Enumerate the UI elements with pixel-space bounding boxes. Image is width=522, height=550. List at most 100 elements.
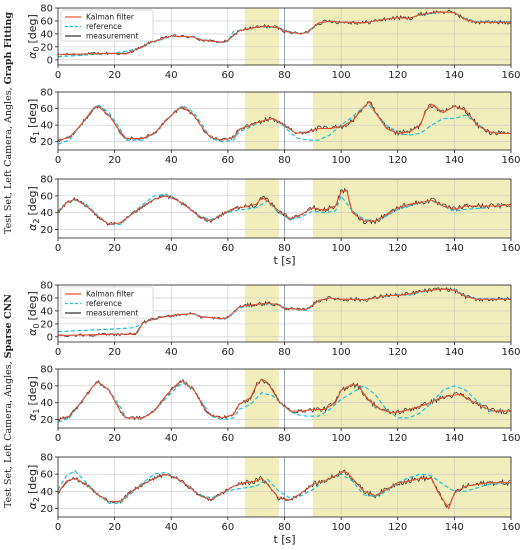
x-tick-label: 20: [108, 433, 121, 444]
y-tick-label: 80: [40, 453, 53, 464]
y-tick-label: 0: [47, 332, 53, 343]
x-tick-label: 60: [222, 347, 235, 358]
x-tick-label: 140: [445, 70, 464, 81]
x-tick-label: 160: [501, 433, 520, 444]
x-axis-label: t [s]: [273, 254, 295, 267]
x-tick-label: 140: [445, 347, 464, 358]
y-axis-symbol: α: [26, 413, 39, 421]
series-kalman-filter: [57, 471, 511, 510]
y-tick-label: 20: [40, 504, 53, 515]
y-axis-unit: [deg]: [26, 186, 39, 215]
y-axis-label: α1 [deg]: [26, 99, 41, 144]
x-tick-label: 160: [501, 155, 520, 166]
series-reference: [57, 11, 511, 58]
x-tick-label: 120: [388, 433, 407, 444]
legend-label: measurement: [86, 32, 138, 41]
y-tick-label: 20: [40, 42, 53, 53]
y-axis-symbol: α: [26, 51, 39, 59]
x-tick-label: 120: [388, 522, 407, 533]
legend-label: reference: [86, 299, 122, 308]
y-tick-label: 80: [40, 281, 53, 292]
x-axis-label: t [s]: [273, 533, 295, 546]
x-tick-label: 20: [108, 243, 121, 254]
group-label-prefix: Test Set, Left Camera, Angles,: [3, 358, 14, 508]
legend-label: measurement: [86, 309, 138, 318]
side-labels: Test Set, Left Camera, Angles, Graph Fit…: [3, 12, 14, 508]
legend-label: Kalman filter: [86, 290, 135, 299]
series-reference: [57, 193, 489, 226]
legend-box: [60, 286, 154, 319]
y-tick-label: 80: [40, 365, 53, 376]
y-tick-label: 40: [40, 306, 53, 317]
group-label-method: Graph Fitting: [3, 12, 14, 85]
x-tick-label: 20: [108, 522, 121, 533]
y-tick-label: 20: [40, 225, 53, 236]
y-axis-symbol: α: [26, 501, 39, 509]
y-axis-unit: [deg]: [26, 14, 39, 43]
series-reference: [57, 469, 512, 504]
x-tick-label: 40: [165, 347, 178, 358]
y-tick-label: 40: [40, 208, 53, 219]
series-kalman-filter: [57, 378, 511, 421]
x-tick-label: 60: [222, 522, 235, 533]
x-tick-label: 0: [55, 155, 61, 166]
x-tick-label: 0: [55, 347, 61, 358]
y-tick-label: 40: [40, 29, 53, 40]
series-kalman-filter: [57, 190, 512, 226]
x-tick-label: 80: [278, 347, 291, 358]
x-tick-label: 160: [501, 243, 520, 254]
series-kalman-filter: [57, 101, 511, 141]
legend-box: [60, 9, 154, 42]
group-label-1: Test Set, Left Camera, Angles, Graph Fit…: [3, 12, 14, 234]
y-tick-label: 80: [40, 175, 53, 186]
y-tick-label: 40: [40, 487, 53, 498]
x-tick-label: 20: [108, 70, 121, 81]
y-axis-unit: [deg]: [26, 291, 39, 320]
y-tick-label: 60: [40, 293, 53, 304]
x-tick-label: 140: [445, 243, 464, 254]
x-tick-label: 80: [278, 522, 291, 533]
x-tick-label: 60: [222, 155, 235, 166]
y-axis-subscript: 2: [32, 218, 41, 223]
x-tick-label: 160: [501, 70, 520, 81]
x-tick-label: 120: [388, 70, 407, 81]
x-tick-label: 60: [222, 243, 235, 254]
x-tick-label: 140: [445, 522, 464, 533]
legend-label: reference: [86, 22, 122, 31]
x-tick-label: 80: [278, 155, 291, 166]
x-tick-label: 100: [332, 522, 351, 533]
x-tick-label: 140: [445, 433, 464, 444]
group-label-method: Sparse CNN: [3, 294, 14, 359]
y-axis-label: α1 [deg]: [26, 376, 41, 421]
y-axis-subscript: 2: [32, 497, 41, 502]
x-tick-label: 40: [165, 522, 178, 533]
x-tick-label: 0: [55, 433, 61, 444]
x-tick-label: 100: [332, 155, 351, 166]
x-tick-label: 0: [55, 243, 61, 254]
y-axis-subscript: 1: [32, 131, 41, 136]
x-tick-label: 120: [388, 243, 407, 254]
y-tick-label: 60: [40, 104, 53, 115]
y-axis-unit: [deg]: [26, 99, 39, 128]
x-tick-label: 80: [278, 70, 291, 81]
shaded-region-1: [244, 285, 279, 342]
x-tick-label: 40: [165, 155, 178, 166]
series-reference: [57, 380, 511, 423]
x-tick-label: 140: [445, 155, 464, 166]
y-axis-label: α0 [deg]: [26, 291, 41, 336]
shaded-region-2: [312, 8, 511, 65]
x-tick-label: 40: [165, 433, 178, 444]
y-axis-symbol: α: [26, 328, 39, 336]
shaded-region-2: [312, 369, 511, 428]
y-axis-subscript: 0: [32, 46, 41, 51]
y-tick-label: 60: [40, 381, 53, 392]
y-tick-label: 40: [40, 398, 53, 409]
